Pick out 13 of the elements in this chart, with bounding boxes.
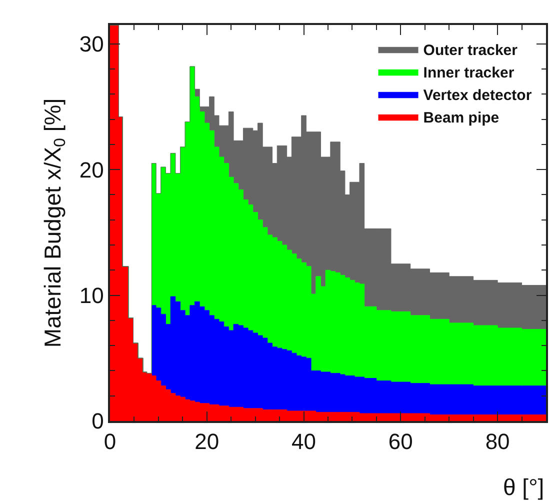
x-axis-title: θ [°]	[503, 474, 544, 500]
x-tick-label: 60	[388, 429, 413, 454]
y-tick-label: 0	[92, 408, 104, 434]
y-tick-label: 30	[79, 32, 104, 57]
legend-label: Inner tracker	[423, 64, 514, 82]
legend-label: Vertex detector	[423, 87, 532, 104]
y-tick-label: 10	[79, 282, 104, 308]
legend-label: Outer tracker	[423, 42, 518, 60]
legend-label: Beam pipe	[423, 110, 500, 127]
x-tick-label: 80	[485, 429, 510, 454]
x-tick-label: 20	[194, 429, 220, 454]
x-tick-label: 40	[292, 429, 316, 454]
y-tick-label: 20	[79, 157, 104, 182]
